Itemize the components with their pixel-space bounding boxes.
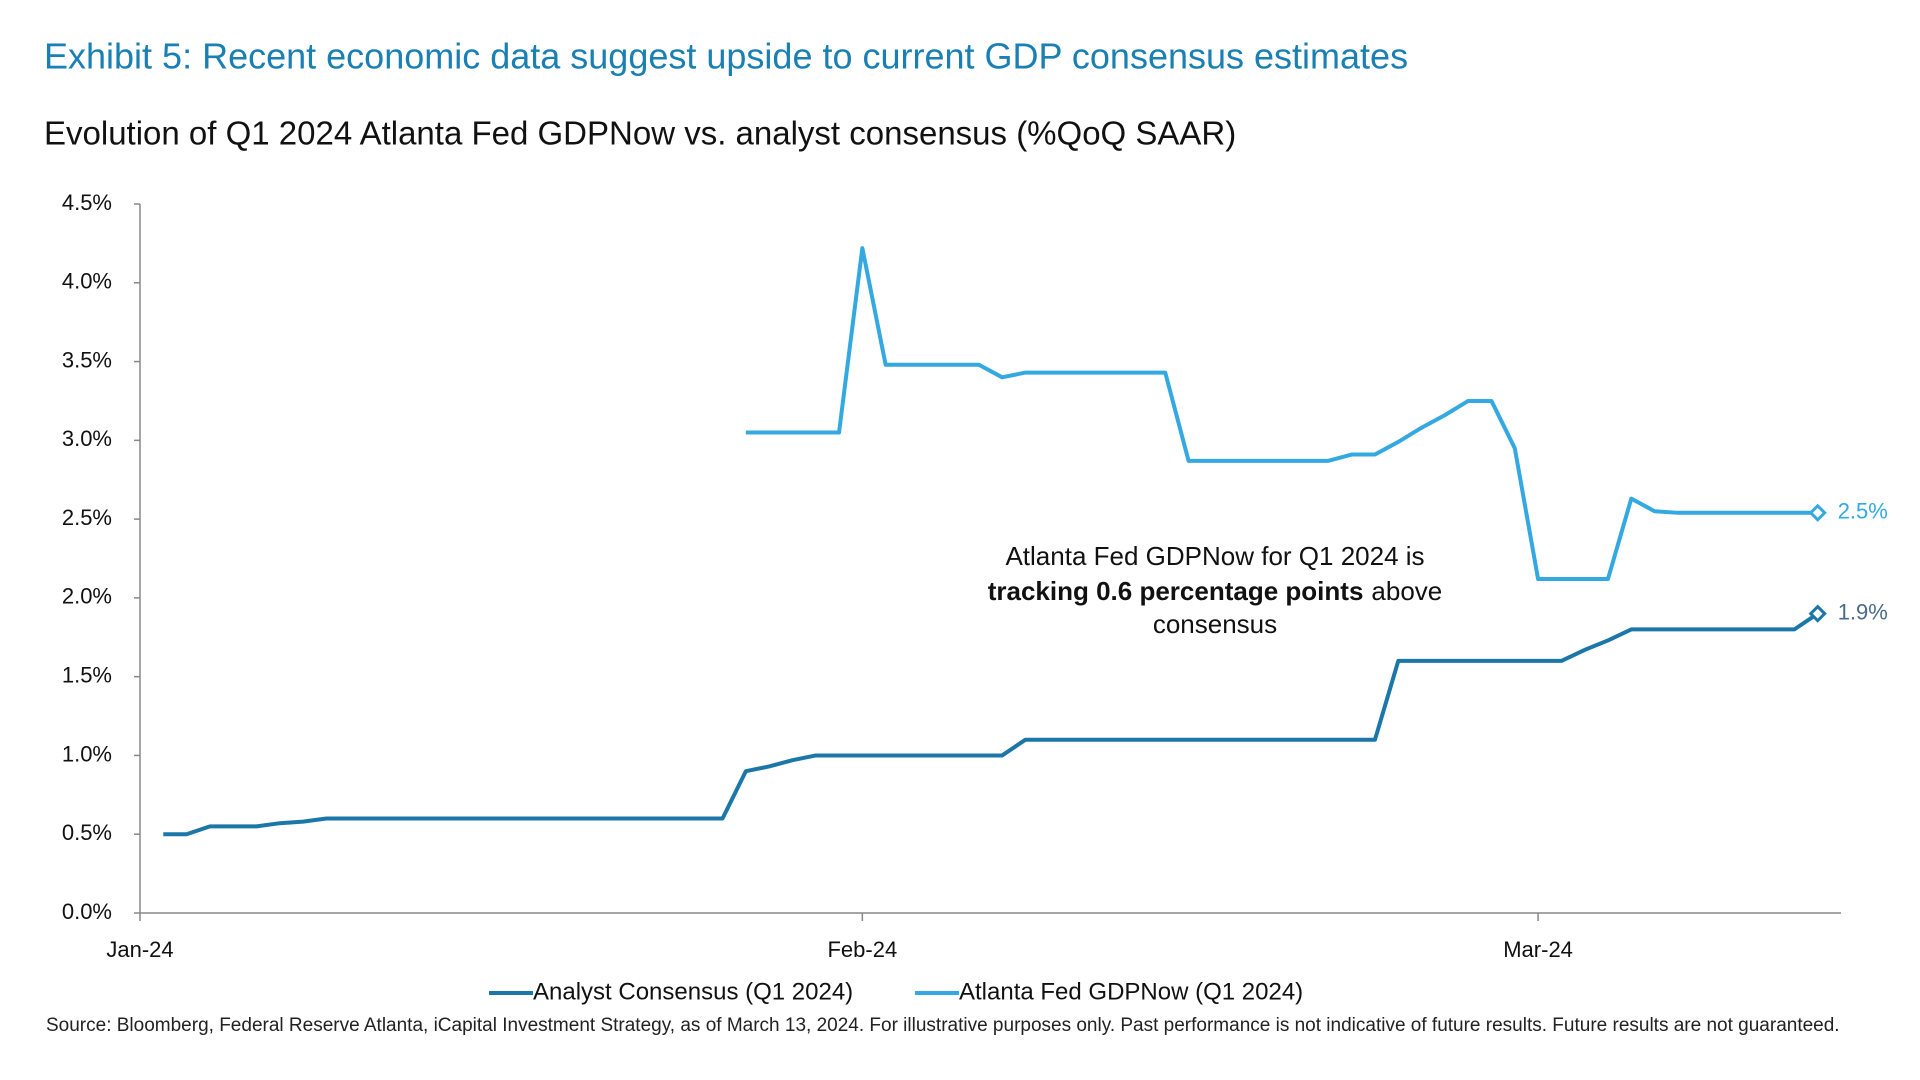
y-tick-label: 2.5% xyxy=(62,505,112,530)
annotation: consensus xyxy=(1153,609,1277,639)
y-tick-label: 2.0% xyxy=(62,584,112,609)
legend-label: Atlanta Fed GDPNow (Q1 2024) xyxy=(959,978,1303,1005)
y-tick-label: 3.5% xyxy=(62,347,112,372)
x-tick-label: Feb-24 xyxy=(827,937,897,962)
annotation: tracking 0.6 percentage points above xyxy=(988,576,1443,606)
value-label: 1.9% xyxy=(1838,599,1888,624)
y-tick-label: 0.0% xyxy=(62,899,112,924)
y-tick-label: 1.5% xyxy=(62,662,112,687)
end-marker xyxy=(1808,503,1827,522)
annotation: above xyxy=(1371,576,1442,606)
x-tick-label: Jan-24 xyxy=(106,937,173,962)
x-tick-label: Mar-24 xyxy=(1503,937,1573,962)
y-tick-label: 0.5% xyxy=(62,820,112,845)
series-line xyxy=(163,611,1819,837)
chart: Exhibit 5: Recent economic data suggest … xyxy=(44,36,1888,1006)
series-line xyxy=(745,246,1818,581)
annotation: Atlanta Fed GDPNow for Q1 2024 is xyxy=(1005,541,1424,571)
y-tick-label: 3.0% xyxy=(62,426,112,451)
y-tick-label: 4.5% xyxy=(62,190,112,215)
y-tick-label: 1.0% xyxy=(62,741,112,766)
chart-subtitle: Evolution of Q1 2024 Atlanta Fed GDPNow … xyxy=(44,115,1236,152)
source-note: Source: Bloomberg, Federal Reserve Atlan… xyxy=(46,1015,1840,1036)
annotation-bold: tracking 0.6 percentage points xyxy=(988,576,1364,606)
y-tick-label: 4.0% xyxy=(62,269,112,294)
value-label: 2.5% xyxy=(1838,499,1888,524)
legend-label: Analyst Consensus (Q1 2024) xyxy=(533,978,853,1005)
chart-title: Exhibit 5: Recent economic data suggest … xyxy=(44,36,1408,77)
end-marker xyxy=(1808,604,1827,623)
